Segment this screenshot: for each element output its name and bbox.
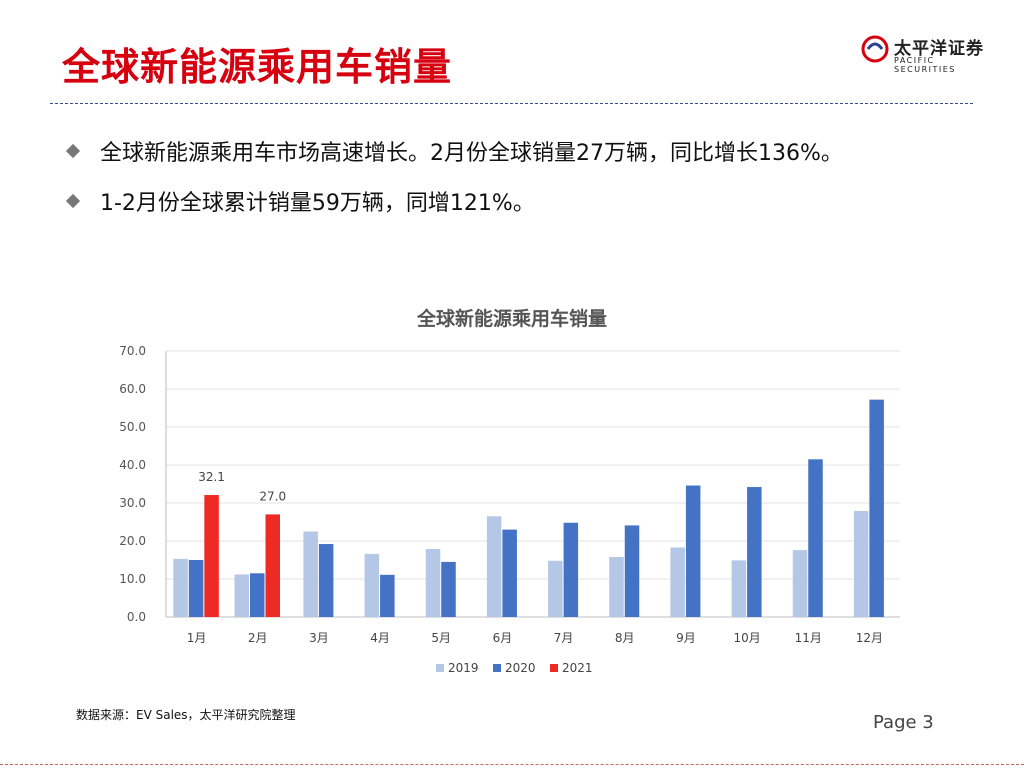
bar — [624, 525, 640, 617]
x-tick-label: 12月 — [856, 631, 883, 645]
bar — [808, 459, 823, 617]
bar — [609, 556, 624, 617]
bar — [425, 548, 441, 617]
bar — [731, 560, 747, 617]
bar — [318, 544, 334, 617]
x-tick-label: 1月 — [187, 631, 207, 645]
bar — [303, 531, 318, 617]
chart-title: 全球新能源乘用车销量 — [416, 308, 607, 330]
bar — [792, 550, 808, 617]
bullet-list: 全球新能源乘用车市场高速增长。2月份全球销量27万辆，同比增长136%。 1-2… — [64, 133, 843, 233]
data-label: 27.0 — [259, 489, 286, 503]
bar — [441, 561, 456, 617]
y-tick-label: 70.0 — [119, 344, 146, 358]
legend-swatch — [436, 664, 444, 672]
page-title: 全球新能源乘用车销量 — [62, 45, 453, 89]
y-tick-label: 10.0 — [119, 572, 146, 586]
data-label: 32.1 — [198, 470, 225, 484]
legend-swatch — [550, 664, 558, 672]
legend-swatch — [493, 664, 501, 672]
bar — [188, 560, 204, 617]
legend-label: 2019 — [448, 661, 479, 675]
bar — [265, 514, 280, 617]
bar — [250, 573, 265, 617]
x-tick-label: 11月 — [795, 631, 822, 645]
page-number: Page 3 — [873, 712, 934, 733]
bullet-item: 全球新能源乘用车市场高速增长。2月份全球销量27万辆，同比增长136%。 — [64, 133, 843, 169]
bullet-text: 1-2月份全球累计销量59万辆，同增121%。 — [100, 191, 535, 216]
y-tick-label: 20.0 — [119, 534, 146, 548]
source-note: 数据来源：EV Sales，太平洋研究院整理 — [76, 708, 296, 722]
bullet-item: 1-2月份全球累计销量59万辆，同增121%。 — [64, 183, 843, 219]
x-tick-label: 6月 — [493, 631, 513, 645]
bar — [853, 510, 869, 617]
x-tick-label: 8月 — [615, 631, 635, 645]
header-divider — [50, 103, 973, 104]
bar — [204, 495, 219, 617]
bar — [173, 558, 188, 617]
y-tick-label: 30.0 — [119, 496, 146, 510]
bar — [364, 553, 380, 617]
legend-label: 2021 — [562, 661, 593, 675]
x-tick-label: 4月 — [370, 631, 390, 645]
logo-text-cn: 太平洋证券 — [894, 39, 984, 59]
bar — [548, 560, 563, 617]
x-tick-label: 9月 — [676, 631, 696, 645]
logo-text-en: PACIFIC SECURITIES — [894, 56, 956, 74]
x-tick-label: 5月 — [431, 631, 451, 645]
bar — [670, 547, 685, 617]
x-tick-label: 10月 — [733, 631, 760, 645]
bar — [563, 522, 579, 617]
footer-divider — [0, 764, 1024, 765]
bar — [869, 399, 884, 617]
y-tick-label: 40.0 — [119, 458, 146, 472]
x-tick-label: 3月 — [309, 631, 329, 645]
bar — [685, 485, 701, 617]
bar — [502, 529, 517, 617]
logo-mark-icon — [861, 35, 889, 63]
x-tick-label: 2月 — [248, 631, 268, 645]
y-tick-label: 60.0 — [119, 382, 146, 396]
company-logo: 太平洋证券 PACIFIC SECURITIES — [860, 32, 990, 74]
bullet-text: 全球新能源乘用车市场高速增长。2月份全球销量27万辆，同比增长136%。 — [100, 141, 843, 166]
bar — [486, 516, 502, 617]
bar — [747, 487, 762, 617]
bar — [380, 574, 395, 617]
bar — [234, 574, 249, 617]
legend-label: 2020 — [505, 661, 536, 675]
y-tick-label: 50.0 — [119, 420, 146, 434]
x-tick-label: 7月 — [554, 631, 574, 645]
y-tick-label: 0.0 — [127, 610, 146, 624]
